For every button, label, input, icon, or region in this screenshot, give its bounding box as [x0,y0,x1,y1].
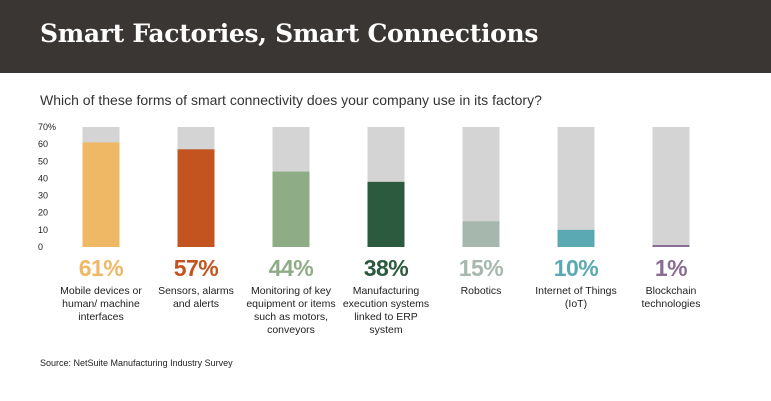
value-label: 15% [458,255,504,281]
page-title: Smart Factories, Smart Connections [40,19,539,48]
header-banner: Smart Factories, Smart Connections [0,0,771,73]
value-label: 57% [173,255,219,281]
y-tick-label: 70% [38,122,56,132]
bar-track [652,127,690,247]
bar [82,142,120,247]
bar [462,221,500,247]
value-label: 61% [78,255,124,281]
bar [367,181,405,247]
bar [652,245,690,247]
y-tick-label: 30 [38,191,48,201]
bar [557,229,595,247]
y-tick-label: 40 [38,173,48,183]
value-label: 44% [268,255,314,281]
y-tick-label: 20 [38,208,48,218]
category-label: Blockchain technologies [641,285,701,310]
value-label: 38% [363,255,409,281]
value-label: 10% [553,255,599,281]
y-tick-label: 0 [38,242,43,252]
bar-track [557,127,595,247]
chart-question: Which of these forms of smart connectivi… [40,92,542,108]
category-label: Monitoring of key equipment or items suc… [246,285,336,336]
bar [177,149,215,247]
y-tick-label: 50 [38,156,48,166]
category-label: Sensors, alarms and alerts [158,285,234,310]
value-label: 1% [654,255,688,281]
bar [272,171,310,247]
source-note: Source: NetSuite Manufacturing Industry … [40,358,233,368]
category-label: Mobile devices or human/ machine interfa… [60,285,142,323]
category-label: Manufacturing execution systems linked t… [342,285,430,336]
y-tick-label: 60 [38,139,48,149]
category-label: Robotics [460,285,502,297]
y-tick-label: 10 [38,225,48,235]
category-label: Internet of Things (IoT) [535,285,617,310]
